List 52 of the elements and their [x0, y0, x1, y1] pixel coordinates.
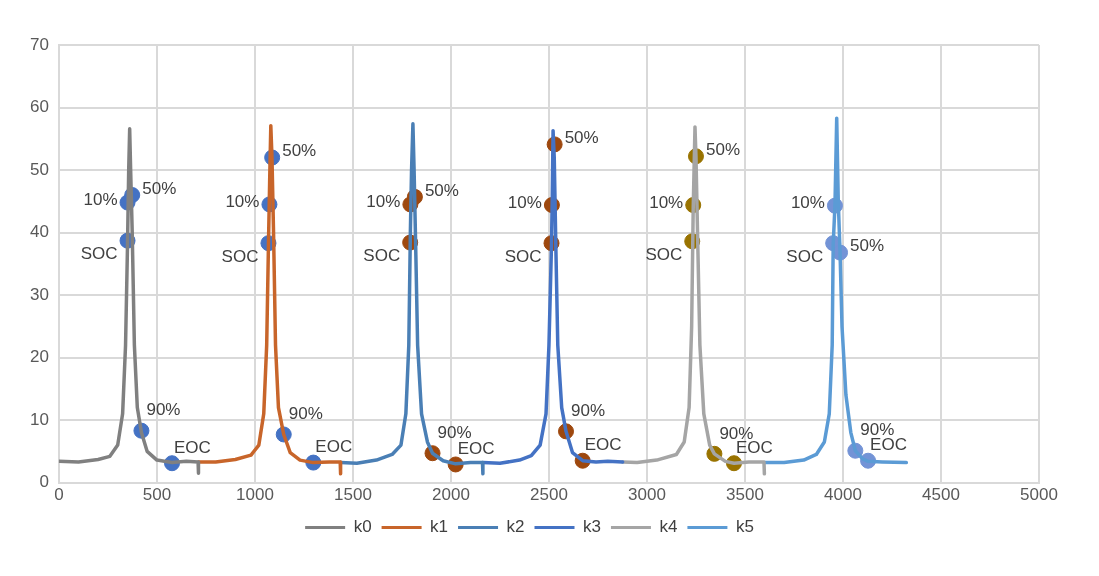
y-tick-label: 50	[29, 159, 49, 179]
annotation: 10%	[649, 192, 684, 212]
annotation: 10%	[225, 192, 260, 212]
y-tick-label: 60	[29, 97, 49, 117]
y-tick-label: 30	[29, 284, 49, 304]
x-tick-label: 0	[54, 485, 64, 505]
annotation: 10%	[790, 193, 825, 213]
annotation: 90%	[288, 404, 323, 424]
annotation: EOC	[584, 435, 622, 455]
annotation: SOC	[645, 244, 683, 264]
annotation: SOC	[786, 246, 824, 266]
annotation: 50%	[850, 236, 885, 256]
annotation: SOC	[80, 244, 118, 264]
annotation: 50%	[282, 141, 317, 161]
x-tick-label: 1000	[236, 485, 274, 505]
annotation: 10%	[366, 192, 401, 212]
annotation: 90%	[571, 401, 606, 421]
annotation: 50%	[424, 180, 459, 200]
annotation: 90%	[437, 422, 472, 442]
y-tick-label: 40	[29, 222, 49, 242]
annotation: 50%	[142, 178, 177, 198]
x-tick-label: 4500	[922, 485, 960, 505]
legend-label: k1	[430, 517, 449, 537]
annotation: 50%	[705, 139, 740, 159]
y-tick-label: 0	[39, 472, 49, 492]
annotation: SOC	[221, 246, 259, 266]
legend-label: k3	[583, 517, 601, 537]
annotation: 10%	[83, 190, 118, 210]
legend-label: k4	[659, 517, 678, 537]
x-tick-label: 1500	[334, 485, 372, 505]
x-tick-label: 2500	[530, 485, 568, 505]
y-tick-label: 70	[29, 34, 49, 54]
y-tick-label: 10	[29, 409, 49, 429]
annotation: EOC	[457, 439, 495, 459]
x-tick-label: 2000	[432, 485, 470, 505]
legend-label: k0	[353, 517, 372, 537]
legend-label: k2	[506, 517, 525, 537]
annotation: SOC	[363, 246, 401, 266]
annotation: EOC	[174, 437, 211, 457]
x-tick-label: 3500	[726, 485, 764, 505]
x-tick-label: 3000	[628, 485, 666, 505]
annotation: EOC	[315, 437, 353, 457]
legend-label: k5	[735, 517, 754, 537]
annotation: 50%	[564, 128, 599, 148]
annotation: EOC	[870, 435, 907, 455]
annotation: 10%	[507, 192, 542, 212]
y-tick-label: 20	[29, 347, 49, 367]
x-tick-label: 500	[142, 485, 172, 505]
x-tick-label: 4000	[824, 485, 862, 505]
annotation: 90%	[146, 400, 181, 420]
x-tick-label: 5000	[1020, 485, 1058, 505]
annotation: SOC	[504, 246, 542, 266]
